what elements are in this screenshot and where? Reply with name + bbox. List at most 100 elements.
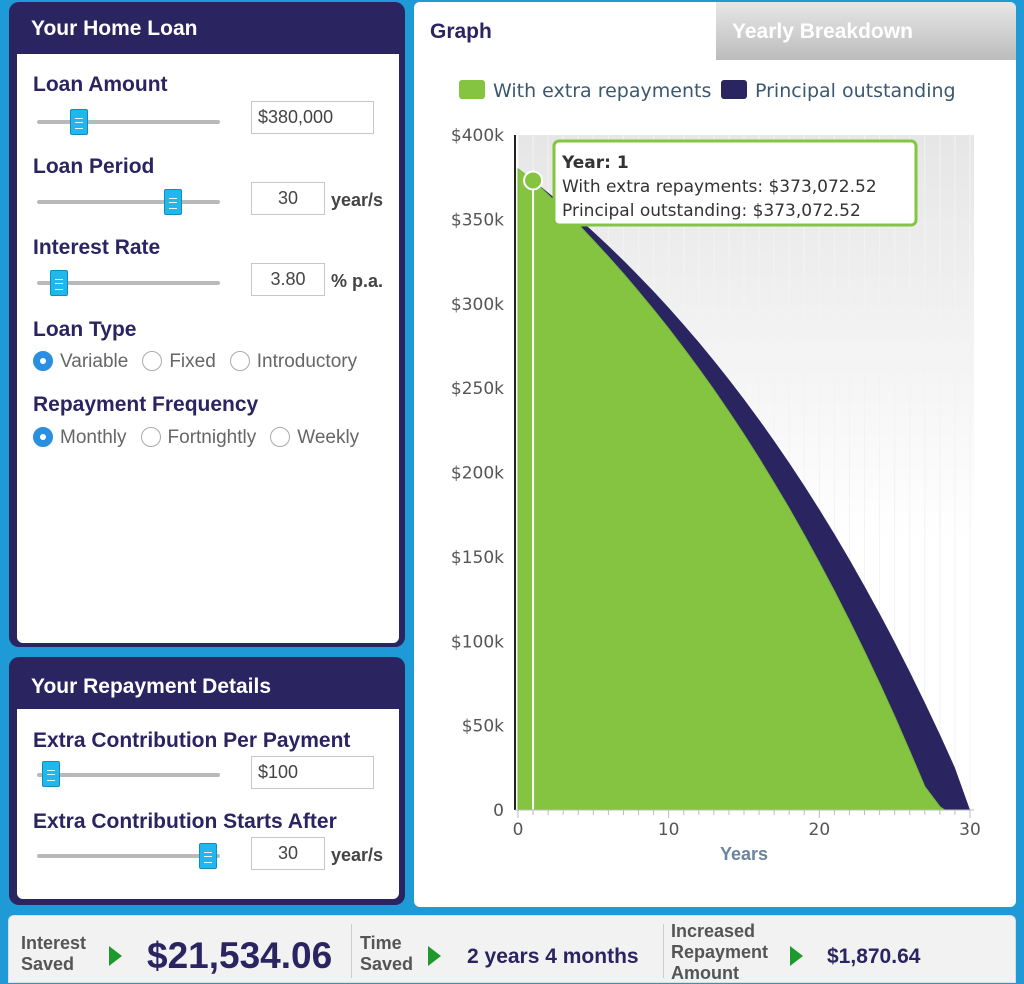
tab-yearly-breakdown[interactable]: Yearly Breakdown	[716, 2, 1016, 60]
time-saved-label-line1: Time	[360, 933, 402, 953]
loan-period-slider[interactable]	[37, 200, 220, 204]
legend-label-principal: Principal outstanding	[755, 80, 956, 102]
radio-selected-icon	[33, 351, 53, 371]
loan-period-unit: year/s	[331, 190, 384, 210]
y-tick-label: $200k	[451, 464, 504, 484]
play-arrow-icon	[428, 946, 441, 966]
radio-unselected-icon	[229, 351, 250, 371]
summary-divider	[351, 924, 352, 978]
radio-unselected-icon	[270, 427, 291, 447]
increased-repayment-label-line3: Amount	[671, 963, 739, 983]
y-tick-label: $400k	[451, 126, 504, 146]
loan-type-variable-radio[interactable]: Variable	[33, 351, 128, 373]
x-tick-label: 0	[513, 820, 524, 840]
y-tick-label: $50k	[462, 717, 504, 737]
x-axis-label: Years	[720, 844, 768, 864]
frequency-weekly-radio[interactable]: Weekly	[270, 427, 359, 449]
extra-starts-after-slider[interactable]	[37, 854, 220, 858]
extra-contribution-slider-handle[interactable]	[41, 761, 60, 787]
time-saved-label: Time Saved	[360, 933, 413, 975]
interest-rate-slider-handle[interactable]	[50, 270, 69, 296]
interest-saved-label-line2: Saved	[21, 954, 75, 974]
hover-marker	[523, 170, 544, 191]
extra-starts-after-input[interactable]	[251, 837, 325, 870]
interest-saved-label-line1: Interest	[21, 933, 87, 953]
summary-divider	[663, 924, 664, 978]
graph-panel: Graph Yearly Breakdown With extra repaym…	[414, 2, 1016, 907]
loan-type-introductory-label: Introductory	[256, 351, 358, 372]
legend-swatch-green	[459, 80, 485, 99]
interest-rate-unit: % p.a.	[331, 271, 384, 291]
x-tick-label: 20	[809, 820, 831, 840]
home-loan-header: Your Home Loan	[31, 17, 198, 40]
extra-contribution-label: Extra Contribution Per Payment	[33, 729, 351, 752]
legend-swatch-navy	[721, 80, 747, 99]
tab-graph[interactable]: Graph	[414, 2, 716, 60]
time-saved-label-line2: Saved	[360, 954, 414, 974]
y-tick-label: $100k	[451, 632, 504, 652]
tooltip-line-principal: Principal outstanding: $373,072.52	[562, 201, 861, 221]
play-arrow-icon	[109, 946, 122, 966]
x-tick-label: 10	[658, 820, 680, 840]
extra-starts-after-label: Extra Contribution Starts After	[33, 810, 337, 833]
loan-type-fixed-label: Fixed	[169, 351, 216, 372]
loan-amount-slider-handle[interactable]	[70, 109, 88, 135]
increased-repayment-value: $1,870.64	[827, 945, 921, 968]
summary-bar: Interest Saved $21,534.06 Time Saved 2 y…	[8, 915, 1016, 983]
loan-type-options: Variable Fixed Introductory	[33, 351, 371, 373]
interest-rate-slider[interactable]	[37, 281, 220, 285]
tooltip-box	[552, 139, 918, 227]
repayment-details-header: Your Repayment Details	[31, 675, 272, 698]
frequency-monthly-label: Monthly	[60, 427, 127, 448]
tooltip-line-extra: With extra repayments: $373,072.52	[562, 177, 877, 197]
loan-amount-slider[interactable]	[37, 120, 220, 124]
increased-repayment-label-line2: Repayment	[671, 942, 769, 962]
radio-unselected-icon	[142, 351, 163, 371]
y-tick-label: $350k	[451, 210, 504, 230]
home-loan-body: Loan Amount Loan Period year/s Interest …	[17, 54, 399, 643]
interest-rate-input[interactable]	[251, 263, 325, 296]
repayment-details-body: Extra Contribution Per Payment Extra Con…	[17, 709, 399, 899]
legend-label-extra: With extra repayments	[493, 80, 712, 102]
repayment-frequency-options: Monthly Fortnightly Weekly	[33, 427, 373, 449]
increased-repayment-label: Increased Repayment Amount	[671, 921, 768, 984]
extra-starts-after-unit: year/s	[331, 845, 384, 865]
loan-type-label: Loan Type	[33, 318, 137, 341]
y-tick-label: 0	[493, 801, 504, 821]
loan-amount-label: Loan Amount	[33, 73, 168, 96]
loan-type-variable-label: Variable	[60, 351, 129, 372]
home-loan-panel: Your Home Loan Loan Amount Loan Period y…	[9, 2, 405, 647]
extra-starts-after-slider-handle[interactable]	[198, 843, 217, 869]
frequency-monthly-radio[interactable]: Monthly	[33, 427, 127, 449]
interest-rate-label: Interest Rate	[33, 236, 161, 259]
play-arrow-icon	[790, 946, 803, 966]
y-tick-label: $300k	[451, 295, 504, 315]
repayment-frequency-label: Repayment Frequency	[33, 393, 259, 416]
loan-balance-chart[interactable]: 0 $50k $100k $150k $200k $250k $300k $350k $400k…	[414, 120, 1014, 880]
frequency-fortnightly-label: Fortnightly	[167, 427, 257, 448]
loan-amount-input[interactable]	[251, 101, 374, 134]
loan-type-introductory-radio[interactable]: Introductory	[229, 351, 358, 373]
interest-saved-label: Interest Saved	[21, 933, 86, 975]
repayment-details-panel: Your Repayment Details Extra Contributio…	[9, 657, 405, 905]
radio-unselected-icon	[140, 427, 161, 447]
frequency-fortnightly-radio[interactable]: Fortnightly	[140, 427, 257, 449]
radio-selected-icon	[33, 427, 53, 447]
increased-repayment-label-line1: Increased	[671, 921, 756, 941]
loan-period-slider-handle[interactable]	[164, 189, 183, 215]
x-tick-label: 30	[959, 820, 981, 840]
interest-saved-value: $21,534.06	[147, 935, 333, 976]
y-tick-label: $150k	[451, 548, 504, 568]
time-saved-value: 2 years 4 months	[467, 945, 639, 968]
legend-item-extra[interactable]: With extra repayments	[459, 80, 711, 102]
frequency-weekly-label: Weekly	[297, 427, 360, 448]
loan-type-fixed-radio[interactable]: Fixed	[142, 351, 216, 373]
loan-period-input[interactable]	[251, 182, 325, 215]
tooltip-title: Year: 1	[561, 153, 629, 173]
y-tick-label: $250k	[451, 379, 504, 399]
extra-repayments-area	[517, 167, 946, 811]
extra-contribution-input[interactable]	[251, 756, 374, 789]
extra-contribution-slider[interactable]	[37, 773, 220, 777]
loan-period-label: Loan Period	[33, 155, 155, 178]
legend-item-principal[interactable]: Principal outstanding	[721, 80, 956, 102]
